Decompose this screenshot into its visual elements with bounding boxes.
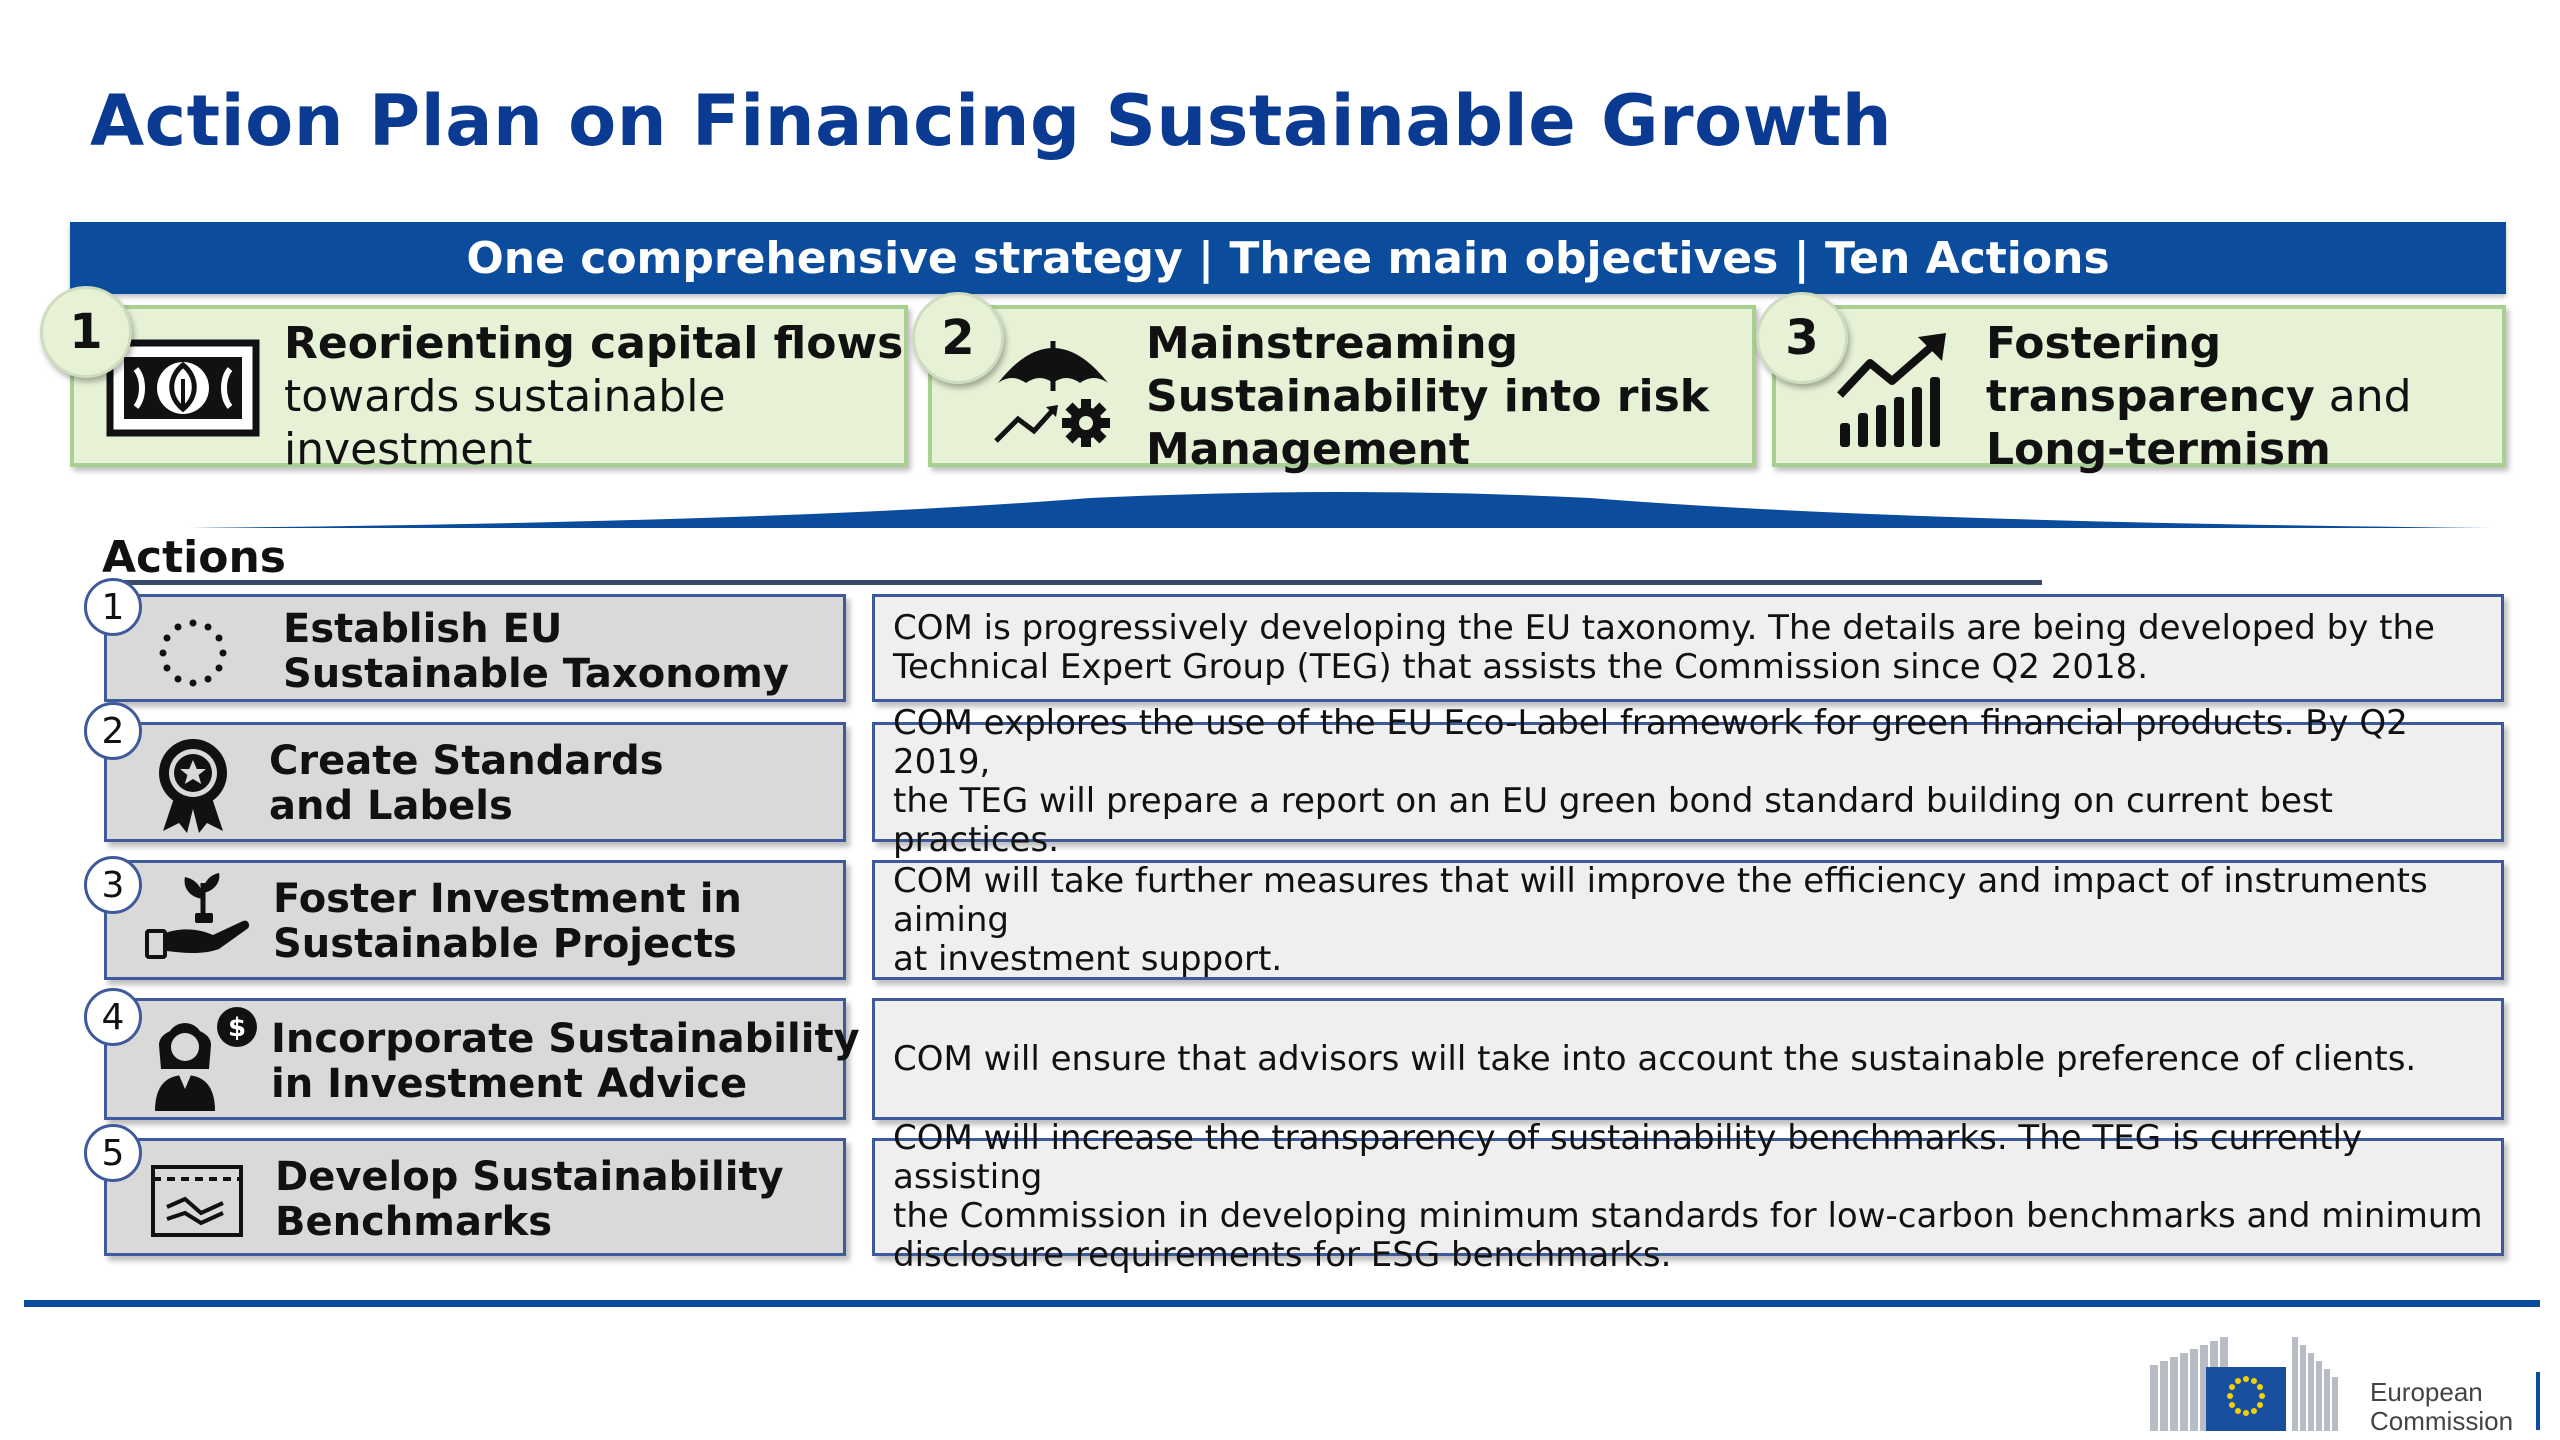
action-description-3: COM will take further measures that will… bbox=[872, 860, 2504, 980]
banknote-leaf-icon bbox=[106, 339, 260, 437]
action-1-desc-line-1: COM is progressively developing the EU t… bbox=[893, 608, 2435, 648]
objective-3-line-2-rest: and bbox=[2314, 371, 2412, 422]
logo-text-line-1: European bbox=[2370, 1377, 2483, 1407]
action-card-2: Create Standards and Labels bbox=[104, 722, 846, 842]
objective-1-line-2: towards sustainable bbox=[284, 371, 726, 422]
objective-3-line-1: Fostering bbox=[1986, 318, 2222, 369]
actions-heading: Actions bbox=[102, 532, 286, 583]
objective-number-1: 1 bbox=[40, 286, 132, 378]
action-1-title-line-1: Establish EU bbox=[283, 606, 563, 652]
objective-card-3: Fostering transparency and Long-termism bbox=[1772, 305, 2506, 475]
objective-2-line-2: Sustainability into risk bbox=[1146, 371, 1710, 422]
wave-divider bbox=[190, 492, 2490, 528]
action-4-title-line-2: in Investment Advice bbox=[271, 1061, 748, 1107]
action-card-4: $ Incorporate Sustainability in Investme… bbox=[104, 998, 860, 1120]
action-5-desc-line-1: COM will increase the transparency of su… bbox=[893, 1118, 2363, 1197]
action-3-title-line-1: Foster Investment in bbox=[273, 876, 742, 922]
action-card-5: Develop Sustainability Benchmarks bbox=[104, 1138, 846, 1256]
action-2-title-line-1: Create Standards bbox=[269, 738, 664, 784]
objective-2-line-1: Mainstreaming bbox=[1146, 318, 1519, 369]
action-description-2: COM explores the use of the EU Eco-Label… bbox=[872, 704, 2504, 860]
logo-text: European Commission bbox=[2370, 1378, 2513, 1436]
page-title: Action Plan on Financing Sustainable Gro… bbox=[90, 80, 1893, 162]
eu-stars-icon bbox=[159, 619, 227, 687]
objective-2-line-3: Management bbox=[1146, 424, 1470, 475]
objective-3-line-2-bold: transparency bbox=[1986, 371, 2315, 422]
action-1-desc-line-2: Technical Expert Group (TEG) that assist… bbox=[893, 647, 2149, 687]
actions-divider bbox=[102, 580, 2042, 585]
european-commission-logo bbox=[2150, 1337, 2338, 1431]
action-number-3: 3 bbox=[84, 856, 142, 914]
action-number-4: 4 bbox=[84, 988, 142, 1046]
action-card-1: Establish EU Sustainable Taxonomy bbox=[104, 594, 846, 702]
action-1-title-line-2: Sustainable Taxonomy bbox=[283, 651, 789, 697]
action-4-title-line-1: Incorporate Sustainability bbox=[271, 1016, 860, 1062]
hand-plant-icon bbox=[145, 873, 250, 959]
action-2-title-line-2: and Labels bbox=[269, 783, 513, 829]
objective-number-3: 3 bbox=[1756, 292, 1848, 384]
action-number-1: 1 bbox=[84, 578, 142, 636]
action-description-1: COM is progressively developing the EU t… bbox=[872, 594, 2504, 702]
objective-card-2: Mainstreaming Sustainability into risk M… bbox=[928, 305, 1756, 475]
award-badge-icon bbox=[159, 739, 227, 833]
action-card-3: Foster Investment in Sustainable Project… bbox=[104, 860, 846, 980]
svg-text:$: $ bbox=[228, 1013, 246, 1043]
action-2-desc-line-2: the TEG will prepare a report on an EU g… bbox=[893, 781, 2333, 860]
action-number-2: 2 bbox=[84, 702, 142, 760]
action-description-4: COM will ensure that advisors will take … bbox=[872, 998, 2504, 1120]
strategy-banner: One comprehensive strategy | Three main … bbox=[70, 222, 2506, 294]
objective-3-line-3: Long-termism bbox=[1986, 424, 2331, 475]
action-5-title-line-1: Develop Sustainability bbox=[275, 1154, 784, 1200]
action-5-desc-line-3: disclosure requirements for ESG benchmar… bbox=[893, 1235, 1672, 1275]
logo-text-line-2: Commission bbox=[2370, 1406, 2514, 1436]
objective-number-2: 2 bbox=[912, 292, 1004, 384]
action-2-desc-line-1: COM explores the use of the EU Eco-Label… bbox=[893, 703, 2408, 782]
action-3-desc-line-2: at investment support. bbox=[893, 938, 1283, 979]
objective-1-line-3: investment bbox=[284, 424, 533, 475]
logo-accent-bar bbox=[2536, 1372, 2540, 1430]
footer-divider bbox=[24, 1300, 2540, 1307]
action-5-desc-line-2: the Commission in developing minimum sta… bbox=[893, 1196, 2483, 1236]
umbrella-gear-icon bbox=[994, 341, 1110, 447]
action-5-title-line-2: Benchmarks bbox=[275, 1199, 553, 1245]
growth-chart-icon bbox=[1837, 333, 1946, 447]
action-4-desc-line-1: COM will ensure that advisors will take … bbox=[893, 1038, 2417, 1079]
action-description-5: COM will increase the transparency of su… bbox=[872, 1119, 2504, 1275]
objective-card-1: Reorienting capital flows towards sustai… bbox=[70, 305, 908, 475]
action-3-title-line-2: Sustainable Projects bbox=[273, 921, 737, 967]
objective-1-line-1: Reorienting capital flows bbox=[284, 318, 904, 369]
action-3-desc-line-1: COM will take further measures that will… bbox=[893, 860, 2428, 940]
action-number-5: 5 bbox=[84, 1124, 142, 1182]
advisor-dollar-icon: $ bbox=[155, 1007, 257, 1111]
benchmark-chart-icon bbox=[151, 1165, 243, 1237]
